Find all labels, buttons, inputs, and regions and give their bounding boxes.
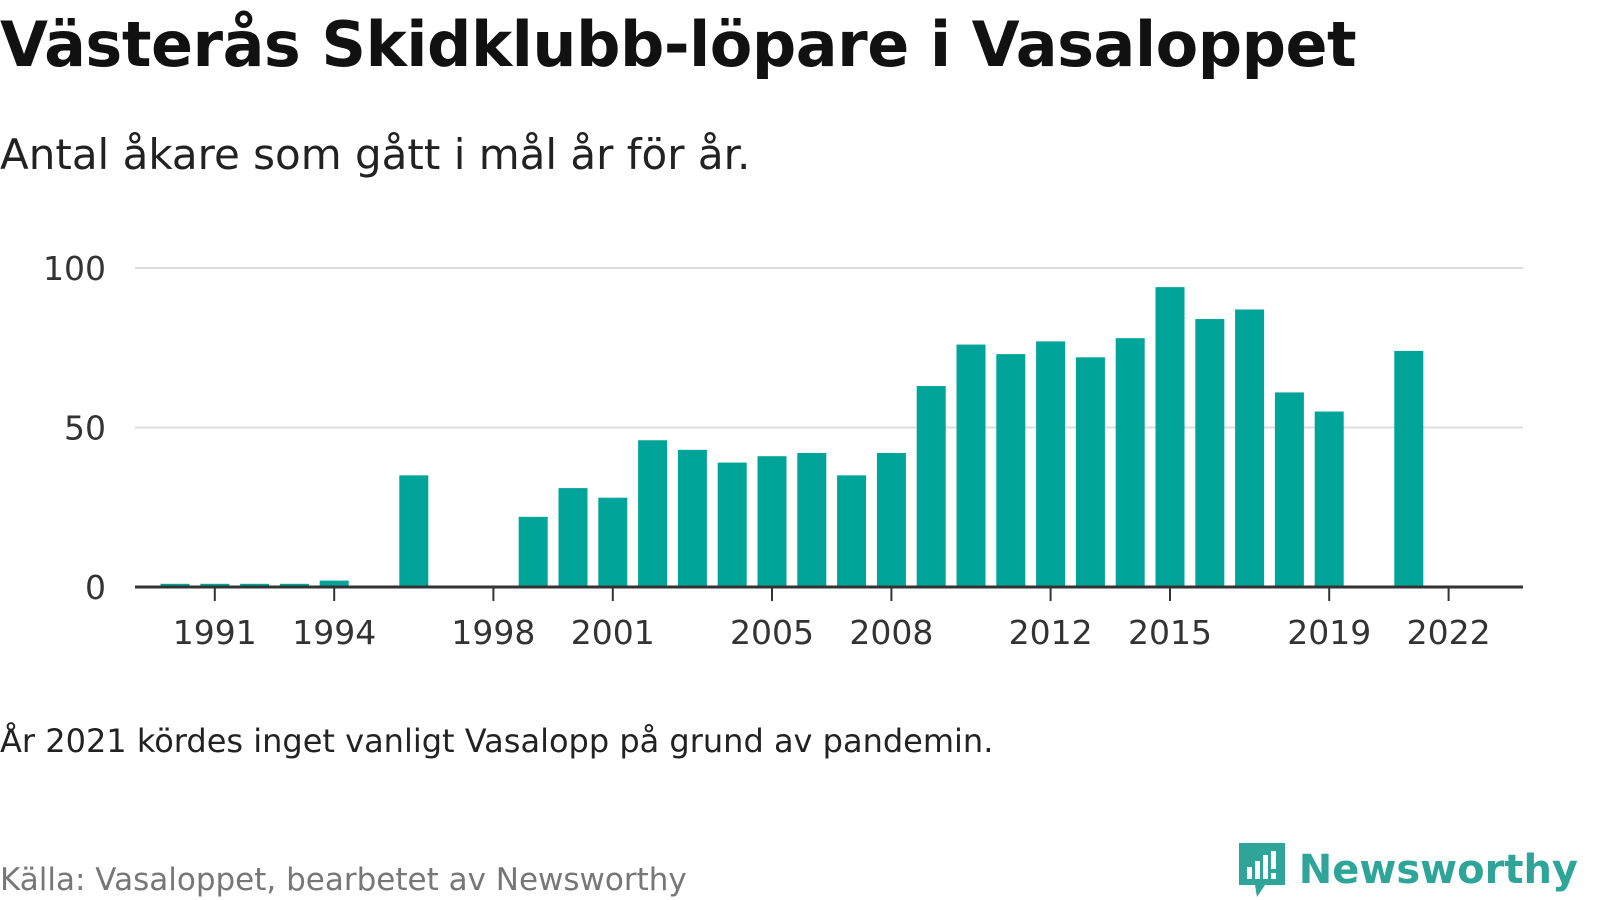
bar-2012 [1036, 341, 1066, 587]
bar-1993 [279, 583, 309, 587]
bar-2009 [916, 386, 946, 587]
bar-2019 [1314, 411, 1344, 587]
bar-2017 [1235, 309, 1265, 587]
bar-2002 [638, 440, 668, 587]
bar-2010 [956, 344, 986, 587]
x-axis: 1991 1994 1998 2001 2005 2008 2012 2015 2019 2022 [135, 585, 1523, 652]
bar-chart: 1991 1994 1998 2001 2005 2008 2012 2015 2019 2022… [43, 249, 1523, 652]
bar-2008 [876, 453, 906, 587]
bar-1994 [319, 580, 349, 587]
bar-1992 [240, 583, 270, 587]
brand-logo[interactable]: Newsworthy [1235, 840, 1578, 900]
bar-2016 [1195, 319, 1225, 587]
bar-1991 [200, 583, 230, 587]
bar-2003 [677, 449, 707, 587]
bar-2000 [558, 488, 588, 587]
y-axis: 0 50 100 [43, 249, 106, 607]
bar-2006 [797, 453, 827, 587]
x-tick-label: 2005 [730, 613, 814, 652]
x-tick-label: 2019 [1287, 613, 1371, 652]
y-tick-label: 0 [85, 568, 106, 607]
bar-2005 [757, 456, 787, 587]
bar-2013 [1075, 357, 1105, 587]
chart-subtitle: Antal åkare som gått i mål år för år. [0, 130, 751, 179]
bar-1999 [518, 516, 548, 587]
bar-2001 [598, 497, 628, 587]
y-tick-label: 50 [64, 409, 106, 448]
x-tick-label: 2022 [1407, 613, 1491, 652]
y-tick-label: 100 [43, 249, 106, 288]
x-tick-label: 2008 [849, 613, 933, 652]
bar-2018 [1274, 392, 1304, 587]
bar-2021 [1394, 350, 1424, 587]
newsworthy-logo-icon [1238, 843, 1285, 897]
x-tick-label: 2001 [571, 613, 655, 652]
bar-1996 [399, 475, 429, 587]
bar-2007 [837, 475, 867, 587]
x-tick-label: 2015 [1128, 613, 1212, 652]
x-tick-label: 1998 [451, 613, 535, 652]
bar-2015 [1155, 287, 1185, 587]
source-text: Källa: Vasaloppet, bearbetet av Newswort… [0, 862, 687, 898]
x-tick-label: 1994 [292, 613, 376, 652]
bars [160, 287, 1424, 587]
bar-2014 [1115, 338, 1145, 587]
x-tick-label: 1991 [173, 613, 257, 652]
bar-2004 [717, 462, 747, 587]
gridlines [135, 267, 1523, 429]
chart-title: Västerås Skidklubb-löpare i Vasaloppet [0, 8, 1357, 81]
x-tick-label: 2012 [1009, 613, 1093, 652]
bar-2011 [996, 354, 1026, 587]
bar-1990 [160, 583, 190, 587]
brand-name: Newsworthy [1298, 847, 1578, 893]
footnote: År 2021 kördes inget vanligt Vasalopp på… [0, 722, 994, 760]
